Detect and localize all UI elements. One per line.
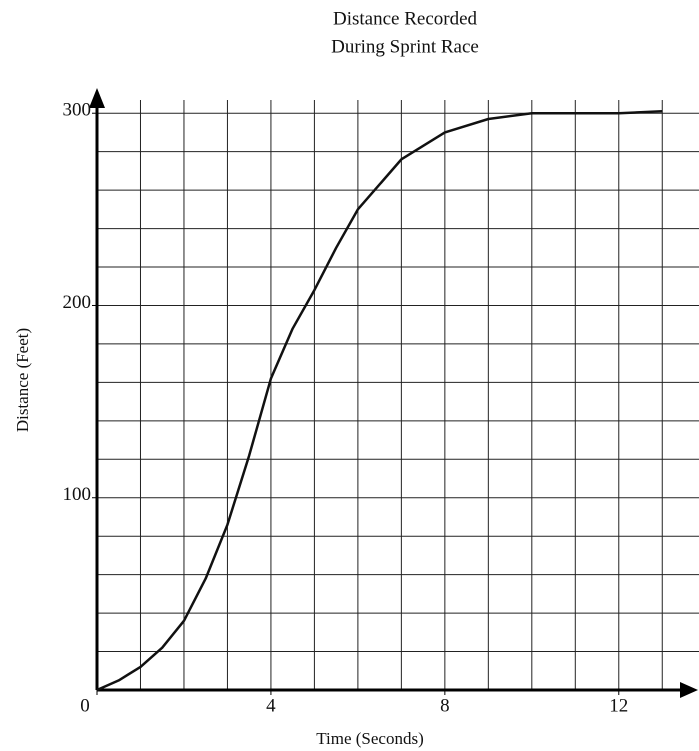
- x-tick-label: 8: [440, 695, 450, 716]
- y-axis-arrow: [89, 88, 105, 108]
- y-tick-label: 300: [63, 100, 92, 121]
- chart-title: During Sprint Race: [331, 36, 479, 57]
- y-tick-label: 200: [63, 292, 92, 313]
- x-tick-label: 12: [609, 695, 628, 716]
- chart-title: Distance Recorded: [333, 8, 478, 29]
- x-axis-label: Time (Seconds): [316, 729, 424, 748]
- x-tick-label: 0: [80, 695, 90, 716]
- y-axis-label: Distance (Feet): [13, 328, 32, 432]
- x-axis-arrow: [680, 682, 698, 698]
- data-line: [96, 110, 663, 692]
- y-tick-label: 100: [63, 484, 92, 505]
- x-tick-label: 4: [266, 695, 276, 716]
